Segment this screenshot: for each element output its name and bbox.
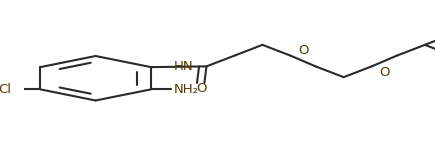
Text: O: O [379,66,389,79]
Text: O: O [196,82,206,95]
Text: Cl: Cl [0,83,11,96]
Text: NH₂: NH₂ [174,83,198,96]
Text: O: O [298,44,308,57]
Text: HN: HN [174,60,193,73]
